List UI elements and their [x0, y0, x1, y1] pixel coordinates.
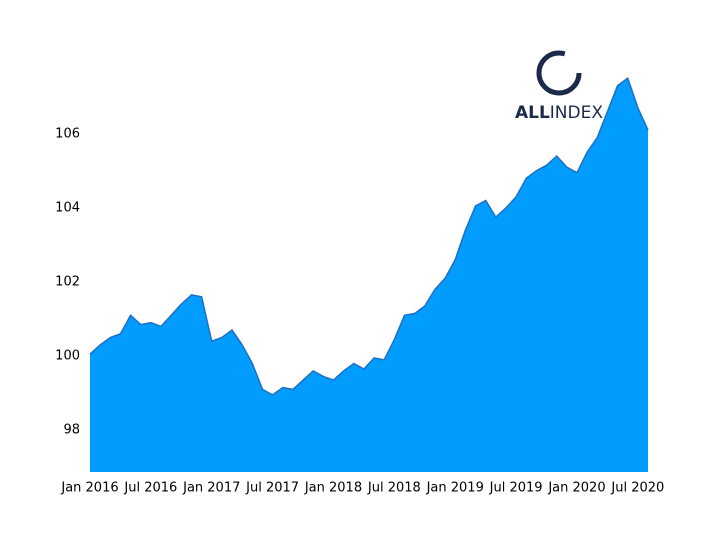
y-tick-label: 102	[55, 274, 80, 289]
x-tick-label: Jan 2016	[60, 481, 118, 496]
logo-light: INDEX	[550, 103, 604, 123]
y-tick-label: 104	[55, 200, 80, 215]
area	[90, 78, 648, 472]
y-tick-label: 106	[55, 126, 80, 141]
x-tick-label: Jul 2016	[123, 481, 177, 496]
x-tick-label: Jul 2018	[367, 481, 421, 496]
logo-text: ALLINDEX	[515, 103, 603, 123]
logo-ring	[536, 50, 582, 96]
y-tick-label: 100	[55, 349, 80, 364]
logo: ALLINDEX	[515, 50, 603, 123]
x-tick-label: Jan 2020	[547, 481, 605, 496]
y-tick-label: 98	[63, 423, 80, 438]
x-tick-label: Jan 2018	[304, 481, 362, 496]
x-tick-label: Jan 2019	[426, 481, 484, 496]
x-tick-label: Jul 2019	[489, 481, 543, 496]
x-tick-label: Jan 2017	[182, 481, 240, 496]
x-tick-label: Jul 2017	[245, 481, 299, 496]
x-tick-label: Jul 2020	[610, 481, 664, 496]
logo-bold: ALL	[515, 103, 550, 123]
area-line	[89, 76, 649, 396]
